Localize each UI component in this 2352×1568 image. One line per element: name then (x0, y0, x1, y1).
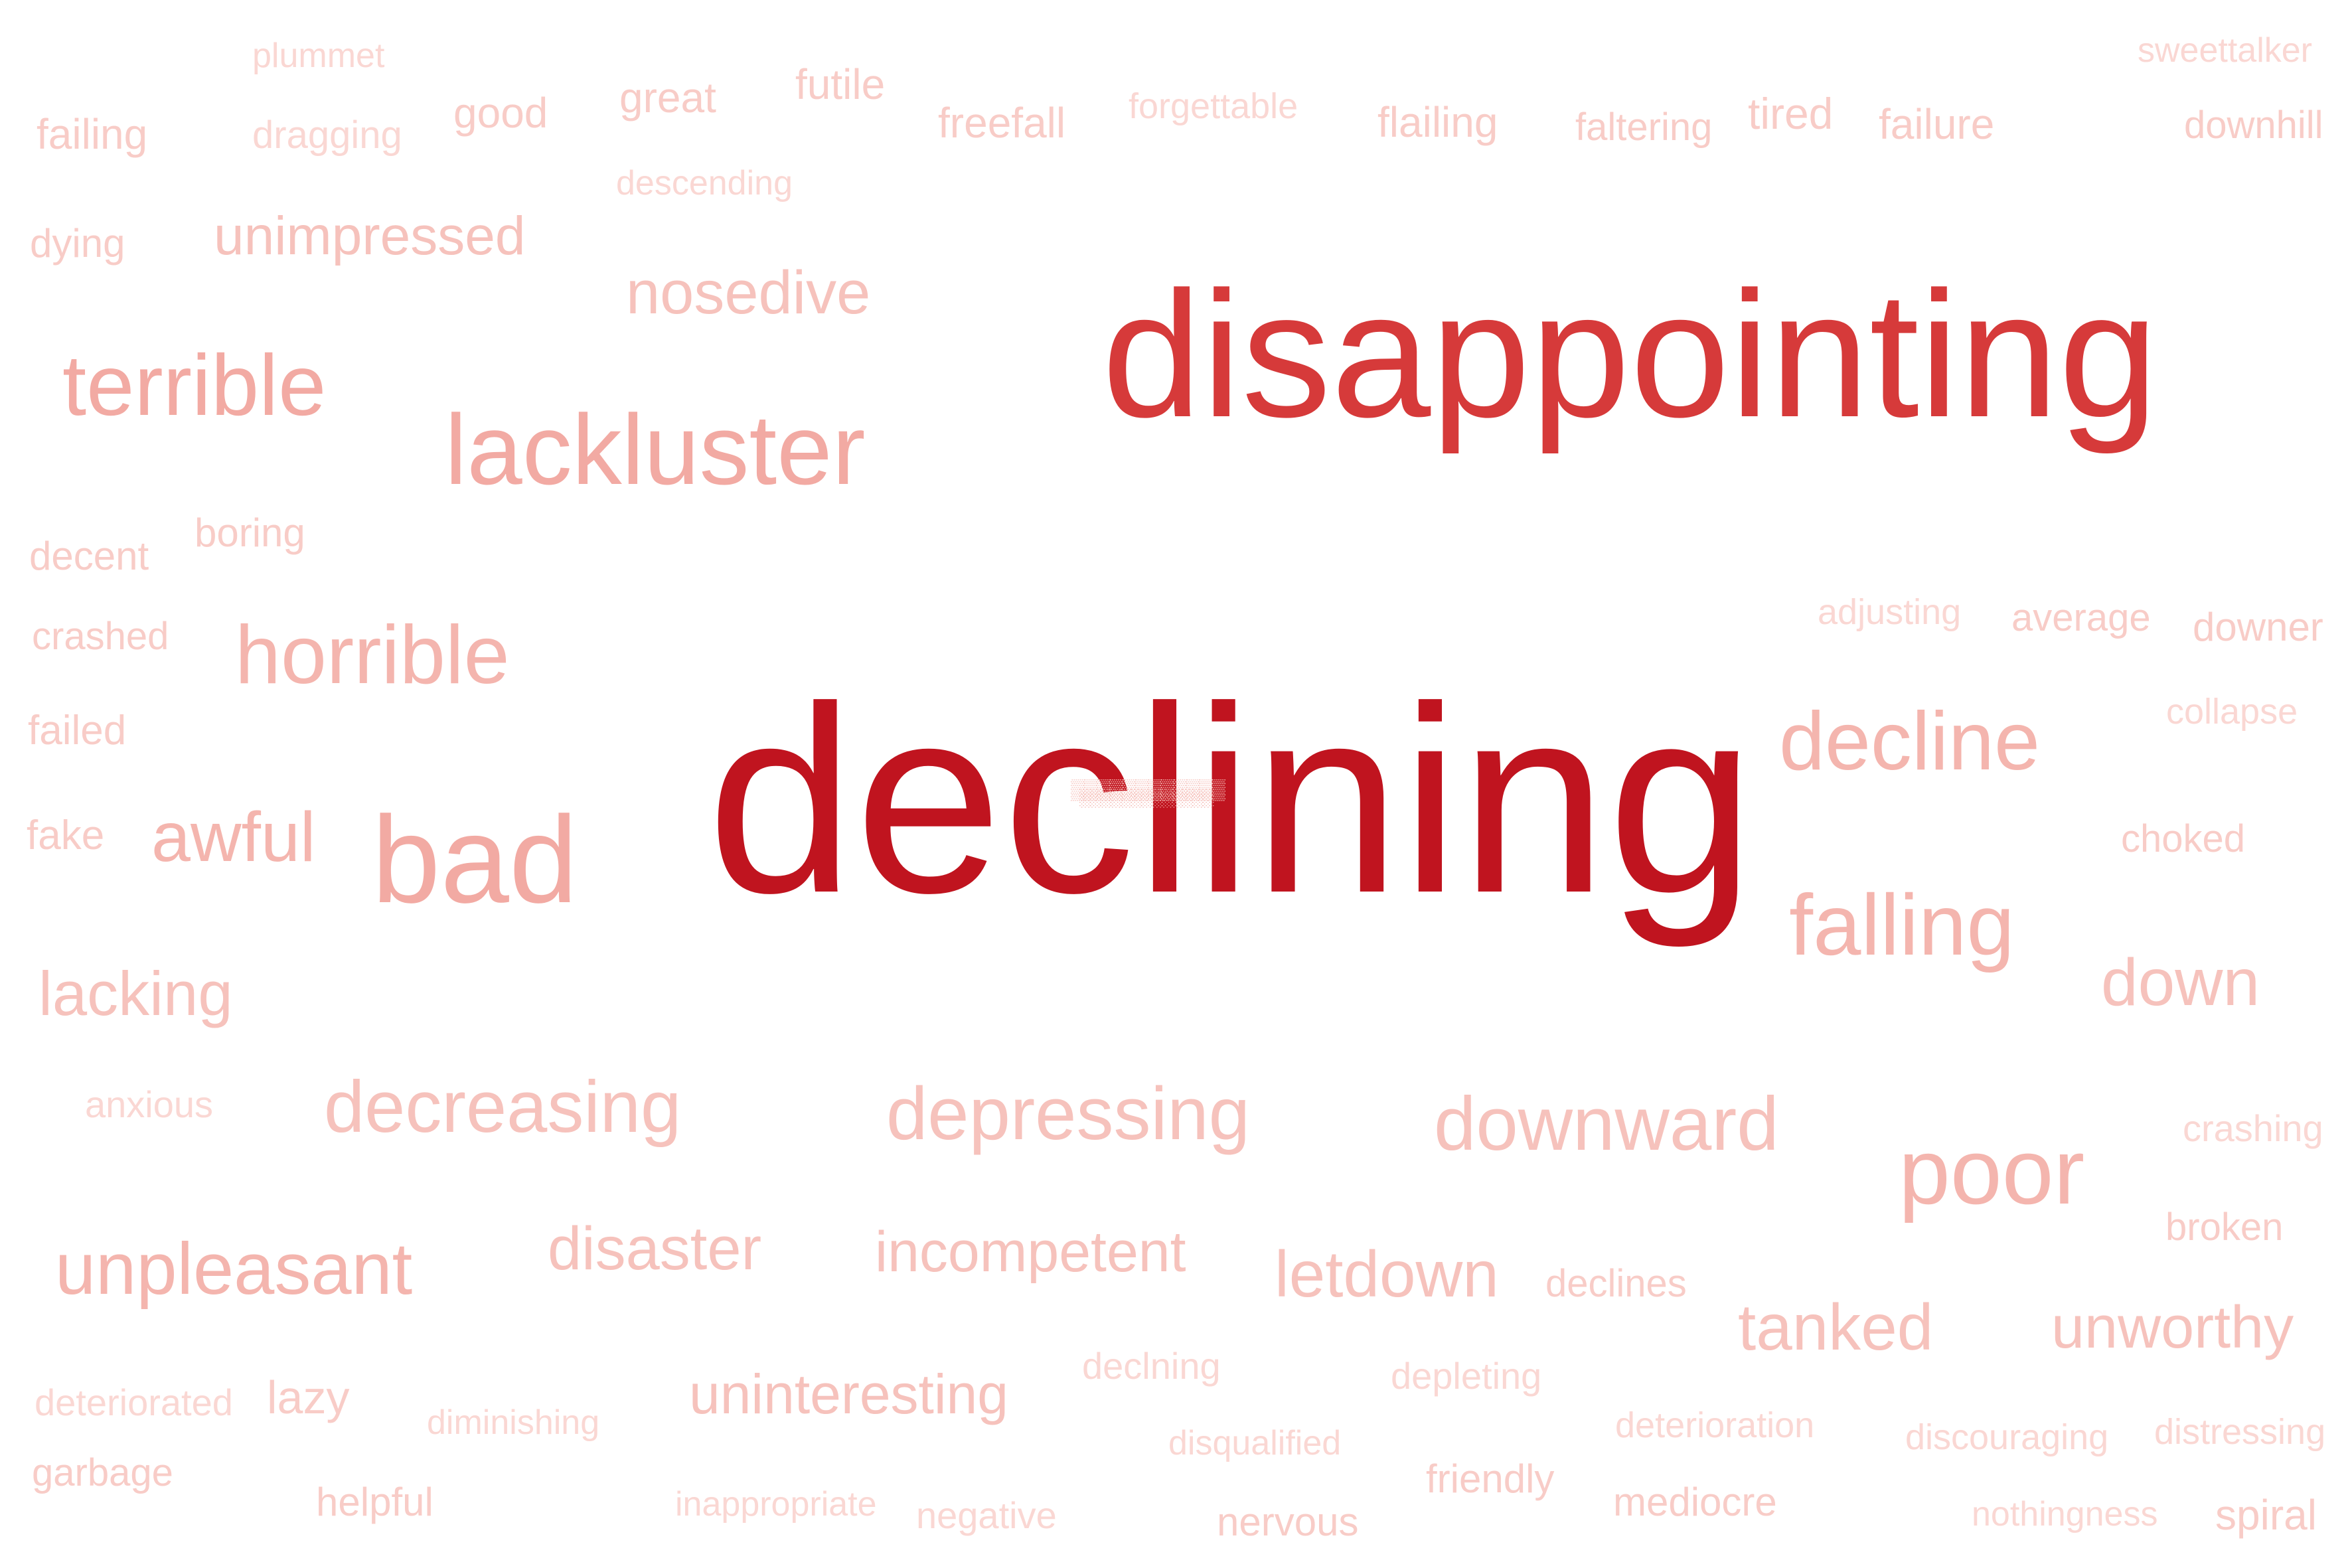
word-diminishing: diminishing (427, 1403, 600, 1442)
word-failing: failing (37, 110, 148, 158)
word-decent: decent (29, 534, 149, 578)
word-unworthy: unworthy (2051, 1294, 2294, 1361)
word-uninteresting: uninteresting (689, 1363, 1008, 1425)
word-plummet: plummet (252, 37, 385, 75)
word-dragging: dragging (252, 114, 402, 157)
word-terrible: terrible (62, 337, 327, 433)
word-lazy: lazy (267, 1372, 350, 1423)
word-deterioration: deterioration (1615, 1405, 1815, 1445)
word-unpleasant: unpleasant (55, 1228, 413, 1310)
word-helpful: helpful (316, 1480, 433, 1524)
word-choked: choked (2121, 817, 2246, 860)
word-average: average (2011, 596, 2151, 639)
word-good: good (453, 89, 548, 137)
word-fake: fake (27, 813, 105, 858)
word-negative: negative (916, 1494, 1057, 1536)
word-lackluster: lackluster (445, 394, 866, 505)
word-tired: tired (1748, 89, 1834, 138)
word-failed: failed (28, 708, 127, 753)
word-disappointing: disappointing (1102, 255, 2159, 455)
word-descending: descending (616, 164, 793, 202)
word-great: great (619, 74, 716, 121)
word-depleting: depleting (1391, 1355, 1542, 1397)
word-awful: awful (151, 798, 316, 876)
word-downer: downer (2193, 605, 2323, 649)
word-unimpressed: unimpressed (214, 206, 526, 266)
word-bad: bad (372, 791, 578, 929)
word-inappropriate: inappropriate (675, 1485, 877, 1524)
word-declines: declines (1545, 1262, 1687, 1305)
word-down: down (2101, 945, 2260, 1020)
word-depressing: depressing (886, 1072, 1250, 1155)
word-disaster: disaster (548, 1215, 762, 1283)
word-deteriorated: deteriorated (35, 1381, 233, 1423)
word-distressing: distressing (2154, 1412, 2326, 1452)
word-anxious: anxious (85, 1083, 214, 1125)
word-flailing: flailing (1377, 98, 1498, 146)
word-poor: poor (1899, 1119, 2085, 1223)
word-adjusting: adjusting (1818, 592, 1962, 632)
word-nosedive: nosedive (626, 259, 871, 327)
word-nothingness: nothingness (1972, 1495, 2158, 1533)
word-failure: failure (1879, 100, 1995, 148)
word-tanked: tanked (1738, 1291, 1934, 1364)
word-decline: decline (1779, 696, 2040, 787)
word-decreasing: decreasing (324, 1066, 682, 1148)
word-garbage: garbage (32, 1451, 173, 1494)
word-horrible: horrible (235, 609, 510, 701)
word-forgettable: forgettable (1129, 86, 1298, 126)
word-downward: downward (1434, 1082, 1779, 1166)
word-letdown: letdown (1275, 1237, 1499, 1310)
word-disqualified: disqualified (1168, 1424, 1342, 1462)
word-faltering: faltering (1575, 106, 1713, 149)
word-discouraging: discouraging (1905, 1417, 2109, 1457)
tiny-overlap-text-2: ░░░░░░░░░░░░░ (1079, 787, 1214, 807)
word-incompetent: incompetent (875, 1220, 1186, 1284)
word-mediocre: mediocre (1613, 1480, 1777, 1524)
tiny-overlap-text-1: ▒▒▒▒▒▒▒▒▒▒▒▒ (1071, 779, 1225, 801)
word-crashed: crashed (32, 615, 169, 658)
word-freefall: freefall (938, 99, 1066, 147)
word-nervous: nervous (1217, 1500, 1359, 1544)
word-broken: broken (2165, 1206, 2284, 1249)
word-declining: declining (707, 651, 1755, 948)
word-crashing: crashing (2183, 1107, 2323, 1149)
word-futile: futile (795, 60, 886, 108)
word-boring: boring (195, 510, 305, 555)
word-friendly: friendly (1426, 1456, 1555, 1501)
word-spiral: spiral (2215, 1491, 2317, 1539)
word-falling: falling (1789, 876, 2015, 973)
word-lacking: lacking (39, 959, 233, 1028)
word-dying: dying (30, 221, 125, 266)
word-collapse: collapse (2166, 692, 2298, 732)
word-sweettalker: sweettalker (2138, 31, 2312, 70)
word-downhill: downhill (2184, 104, 2323, 147)
word-declning: declning (1082, 1345, 1221, 1387)
